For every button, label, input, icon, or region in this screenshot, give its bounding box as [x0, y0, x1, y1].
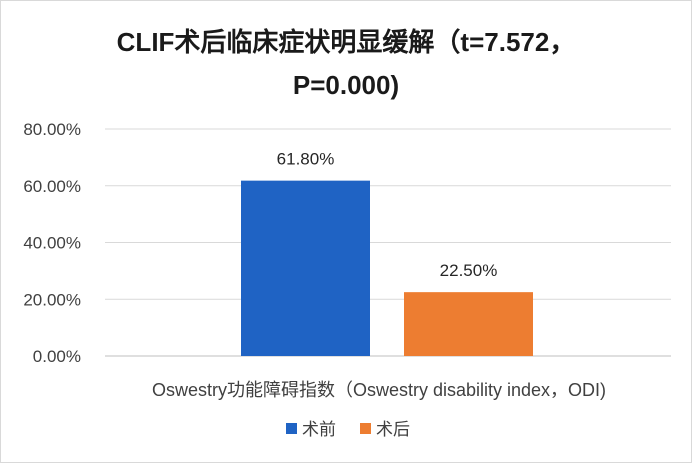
y-tick-label: 60.00%: [23, 177, 81, 196]
y-tick-label: 40.00%: [23, 234, 81, 253]
x-category-label: Oswestry功能障碍指数（Oswestry disability index…: [152, 380, 606, 400]
y-tick-label: 80.00%: [23, 120, 81, 139]
gridlines: [105, 128, 671, 357]
legend-label: 术后: [376, 420, 410, 439]
legend-swatch: [286, 423, 297, 434]
bars: [241, 180, 533, 356]
legend-label: 术前: [302, 420, 336, 439]
y-axis-ticks: 0.00% 20.00% 40.00% 60.00% 80.00%: [23, 120, 81, 366]
y-tick-label: 20.00%: [23, 290, 81, 309]
data-label: 61.80%: [277, 150, 335, 169]
bar-pre-op: [241, 180, 370, 356]
data-labels: 61.80% 22.50%: [277, 150, 498, 281]
data-label: 22.50%: [440, 261, 498, 280]
chart-title-line-2: P=0.000): [293, 70, 399, 100]
y-tick-label: 0.00%: [33, 347, 81, 366]
legend-swatch: [360, 423, 371, 434]
bar-post-op: [404, 292, 533, 356]
legend: 术前 术后: [286, 420, 410, 439]
chart-title-line-1: CLIF术后临床症状明显缓解（t=7.572，: [117, 27, 576, 57]
